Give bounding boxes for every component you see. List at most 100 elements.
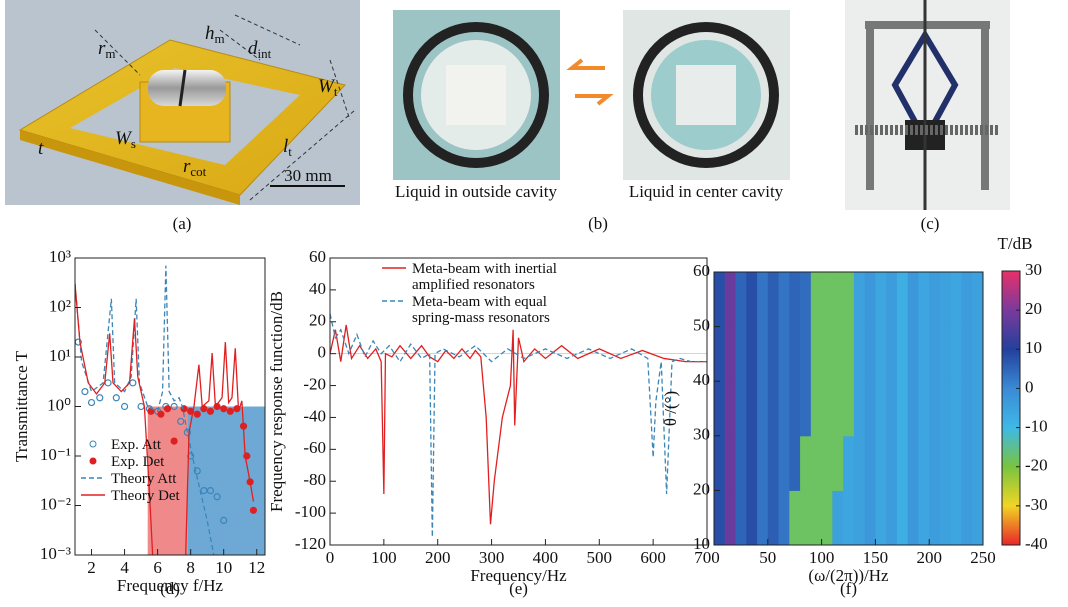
heatmap-cell [961, 490, 972, 545]
heatmap-cell [972, 272, 983, 327]
heatmap-cell [811, 436, 822, 491]
heatmap-cell [961, 272, 972, 327]
heatmap-cell [961, 327, 972, 382]
legend-label: Meta-beam with inertial amplified resona… [412, 261, 580, 293]
y-tick-label: 10 [693, 534, 710, 553]
heatmap-cell [843, 272, 854, 327]
heatmap-cell [886, 436, 897, 491]
heatmap-cell [789, 327, 800, 382]
y-tick-label: 10⁻¹ [40, 445, 71, 464]
heatmap-cell [736, 272, 747, 327]
y-tick-label: 10³ [49, 247, 71, 266]
heatmap-cell [822, 490, 833, 545]
legend-swatch [79, 471, 107, 485]
colorbar-tick-label: 20 [1025, 299, 1042, 318]
photo-c [845, 0, 1010, 210]
heatmap-cell [908, 272, 919, 327]
heatmap-cell [940, 490, 951, 545]
heatmap-cell [725, 436, 736, 491]
data-point [250, 507, 256, 513]
heatmap-cell [832, 327, 843, 382]
legend-entry: Meta-beam with inertial amplified resona… [380, 261, 580, 293]
label-subscript: m [215, 31, 225, 46]
heatmap-cell [789, 381, 800, 436]
x-tick-label: 8 [186, 558, 195, 577]
heatmap-cell [908, 436, 919, 491]
heatmap-cell [918, 490, 929, 545]
heatmap-cell [736, 436, 747, 491]
label-subscript: s [131, 136, 136, 151]
heatmap-cell [800, 381, 811, 436]
heatmap-cell [768, 272, 779, 327]
heatmap-cell [854, 272, 865, 327]
heatmap-cell [725, 381, 736, 436]
legend-swatch [79, 437, 107, 451]
label-subscript: int [258, 46, 272, 61]
data-point [113, 395, 119, 401]
legend: Exp. AttExp. DetTheory AttTheory Det [79, 436, 180, 505]
y-tick-label: 30 [693, 425, 710, 444]
heatmap-cell [757, 490, 768, 545]
y-tick-label: 50 [693, 316, 710, 335]
legend-swatch [380, 294, 408, 308]
colorbar-tick-label: -10 [1025, 416, 1048, 435]
legend-entry: Theory Det [79, 488, 180, 504]
x-tick-label: 600 [640, 548, 666, 567]
heatmap-cell [854, 436, 865, 491]
y-tick-label: -120 [295, 534, 326, 553]
heatmap-cell [972, 381, 983, 436]
heatmap-cell [908, 490, 919, 545]
heatmap-cell [961, 436, 972, 491]
heatmap-cell [714, 436, 725, 491]
y-axis-label: θ /(°) [661, 391, 680, 426]
data-point [89, 400, 95, 406]
x-tick-label: 200 [916, 548, 942, 567]
heatmap-cell [886, 327, 897, 382]
data-point [130, 380, 136, 386]
caption: (c) [921, 214, 940, 233]
legend-label: Meta-beam with equal spring-mass resonat… [412, 294, 580, 326]
heatmap-cell [746, 490, 757, 545]
heatmap-cell [897, 381, 908, 436]
heatmap-cell [929, 381, 940, 436]
colorbar [1002, 271, 1020, 545]
heatmap-cell [779, 327, 790, 382]
heatmap-cell [929, 327, 940, 382]
y-tick-label: -40 [303, 406, 326, 425]
heatmap-cell [789, 272, 800, 327]
data-point [227, 408, 233, 414]
x-tick-label: 10 [215, 558, 232, 577]
heatmap-cell [800, 272, 811, 327]
heatmap-cell [972, 327, 983, 382]
photo-b [393, 10, 790, 180]
legend-marker [90, 458, 96, 464]
label-subscript: cot [190, 164, 206, 179]
heatmap-cell [832, 490, 843, 545]
heatmap-cell [768, 436, 779, 491]
heatmap-cell [843, 327, 854, 382]
y-tick-label: 20 [693, 479, 710, 498]
heatmap-cell [736, 490, 747, 545]
heatmap-cell [746, 381, 757, 436]
x-tick-label: 100 [371, 548, 397, 567]
heatmap-cell [918, 436, 929, 491]
legend-marker [90, 441, 96, 447]
legend-swatch [79, 488, 107, 502]
data-point [207, 408, 213, 414]
label-symbol: t [38, 138, 44, 159]
heatmap-cell [725, 272, 736, 327]
colorbar-tick-label: 10 [1025, 338, 1042, 357]
heatmap-cell [714, 381, 725, 436]
heatmap-cell [897, 272, 908, 327]
x-tick-label: 150 [863, 548, 889, 567]
heatmap-cell [951, 436, 962, 491]
heatmap-cell [972, 436, 983, 491]
label-subscript: t [334, 84, 338, 99]
x-tick-label: 250 [970, 548, 996, 567]
heatmap-cell [908, 327, 919, 382]
label-symbol: d [248, 38, 258, 59]
heatmap-cell [832, 381, 843, 436]
heatmap-cell [918, 272, 929, 327]
heatmap-cell [811, 381, 822, 436]
photo-caption: Liquid in outside cavity [395, 182, 557, 201]
